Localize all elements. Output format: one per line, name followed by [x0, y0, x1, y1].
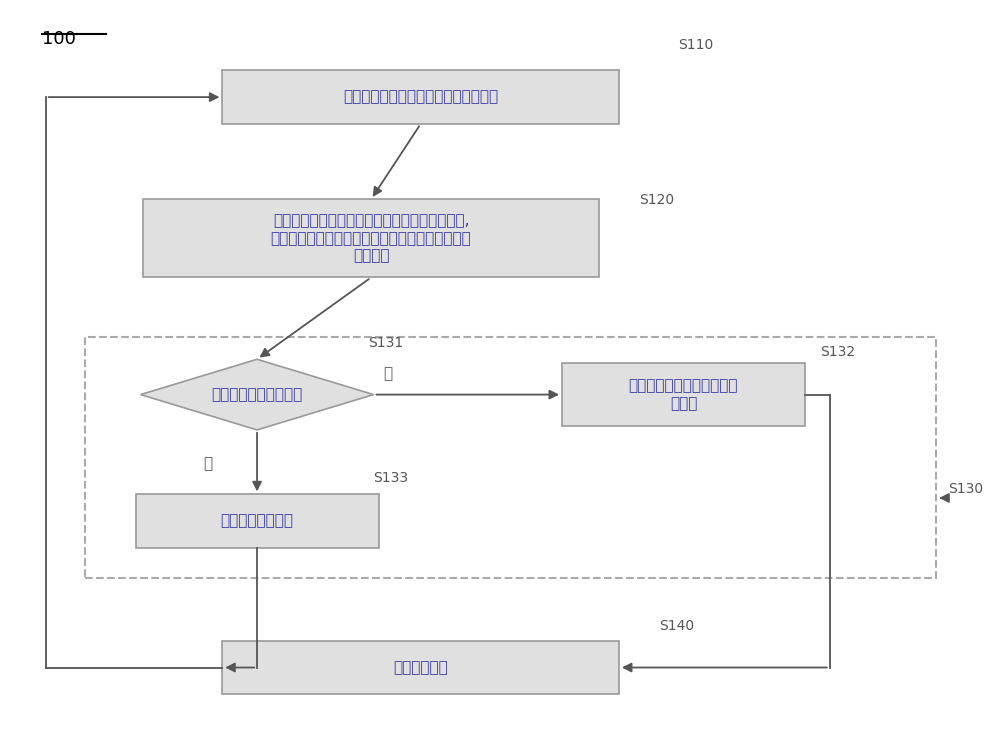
- FancyBboxPatch shape: [143, 199, 599, 277]
- Text: 获取第一修正数值和第二修
正数值: 获取第一修正数值和第二修 正数值: [629, 378, 738, 411]
- Text: S130: S130: [948, 482, 983, 496]
- Text: 获取桥梁测点位置的各物理量实测数值: 获取桥梁测点位置的各物理量实测数值: [343, 89, 498, 105]
- FancyBboxPatch shape: [222, 641, 619, 694]
- FancyBboxPatch shape: [562, 363, 805, 426]
- FancyBboxPatch shape: [222, 71, 619, 124]
- Text: S132: S132: [820, 345, 855, 359]
- Polygon shape: [141, 359, 374, 430]
- Text: 确定桥梁状态: 确定桥梁状态: [393, 660, 448, 675]
- Text: 否: 否: [383, 366, 393, 381]
- Text: S120: S120: [639, 193, 674, 207]
- Text: 100: 100: [42, 30, 76, 48]
- Text: S140: S140: [659, 620, 694, 633]
- Text: 偏差结果是否大于阈值: 偏差结果是否大于阈值: [211, 387, 303, 402]
- FancyBboxPatch shape: [136, 494, 379, 547]
- Text: 获取各节点处的各物理量所对应的第一模拟数值,
获取各单元内的任一位置的各物理量所对应的第二
模拟数值: 获取各节点处的各物理量所对应的第一模拟数值, 获取各单元内的任一位置的各物理量所…: [271, 214, 471, 263]
- Text: 是: 是: [203, 456, 212, 471]
- Text: S131: S131: [369, 336, 404, 350]
- Text: 获取第三修正数值: 获取第三修正数值: [221, 514, 294, 529]
- Text: S110: S110: [678, 38, 714, 52]
- Text: S133: S133: [374, 472, 409, 485]
